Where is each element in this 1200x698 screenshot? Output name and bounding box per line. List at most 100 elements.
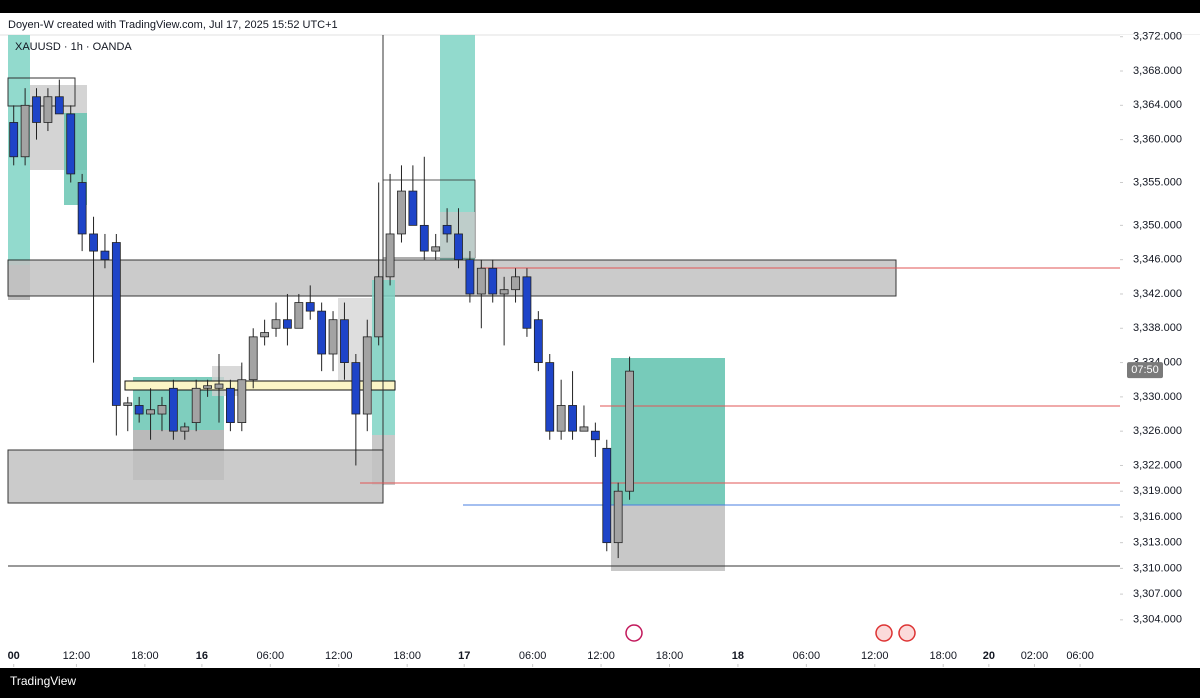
event-icon[interactable]: [875, 624, 893, 642]
x-tick-label: 18:00: [393, 650, 421, 662]
zone: [8, 35, 30, 265]
candle-body: [340, 319, 349, 363]
stop-zone: [611, 505, 725, 571]
x-tick-label: 17: [458, 650, 470, 662]
zone-box: [7, 77, 76, 107]
candle-body: [111, 242, 121, 406]
x-tick-label: 12:00: [587, 650, 615, 662]
candle-body: [32, 96, 41, 123]
candle-body: [54, 96, 64, 115]
canvas: [0, 13, 1200, 668]
candle-body: [180, 426, 190, 432]
y-tick-label: 3,330.000: [1133, 391, 1182, 403]
zone-box: [7, 259, 897, 297]
x-tick-label: 18:00: [131, 650, 159, 662]
y-tick-label: 3,307.000: [1133, 588, 1182, 600]
y-tick-label: 3,364.000: [1133, 99, 1182, 111]
zone-box: [124, 380, 396, 391]
price-tag: [1127, 362, 1163, 379]
y-tick-label: 3,322.000: [1133, 459, 1182, 471]
candle-body: [203, 385, 212, 389]
candle-body: [374, 276, 384, 338]
candle-body: [590, 430, 600, 441]
candle-body: [522, 276, 532, 329]
candle-body: [397, 190, 406, 235]
candle-body: [271, 319, 281, 329]
candle-body: [294, 302, 304, 329]
candle-body: [89, 233, 98, 252]
x-tick-label: 12:00: [325, 650, 353, 662]
price-axis: [1120, 35, 1200, 668]
candle-body: [146, 409, 155, 415]
candle-body: [157, 405, 167, 415]
candle-body: [77, 182, 87, 235]
candle-body: [408, 190, 418, 226]
y-tick-label: 3,313.000: [1133, 537, 1182, 549]
candle-body: [100, 250, 110, 261]
candle-body: [511, 276, 520, 291]
candle-body: [214, 383, 224, 389]
y-tick-label: 3,310.000: [1133, 562, 1182, 574]
y-tick-label: 3,304.000: [1133, 614, 1182, 626]
y-tick-label: 3,319.000: [1133, 485, 1182, 497]
brand: TradingView: [10, 674, 76, 688]
candle-body: [305, 302, 315, 312]
candle-body: [225, 387, 235, 424]
x-tick-label: 12:00: [63, 650, 91, 662]
y-tick-label: 3,326.000: [1133, 425, 1182, 437]
candle-body: [283, 319, 292, 329]
candle-body: [191, 387, 201, 424]
y-tick-label: 3,350.000: [1133, 219, 1182, 231]
y-tick-label: 3,342.000: [1133, 288, 1182, 300]
candle-body: [568, 405, 577, 432]
candle-body: [134, 405, 144, 415]
y-tick-label: 3,338.000: [1133, 322, 1182, 334]
candle-body: [20, 104, 30, 158]
candle-body: [488, 267, 498, 295]
y-tick-label: 3,372.000: [1133, 31, 1182, 43]
x-tick-label: 18: [732, 650, 744, 662]
y-tick-label: 3,316.000: [1133, 511, 1182, 523]
candle-body: [43, 96, 53, 123]
x-tick-label: 18:00: [929, 650, 957, 662]
candle-body: [260, 332, 270, 338]
candle-body: [123, 402, 133, 406]
candles: [9, 79, 634, 559]
x-tick-label: 06:00: [793, 650, 821, 662]
event-icon[interactable]: [625, 624, 643, 642]
candle-body: [499, 289, 509, 295]
y-tick-label: 3,368.000: [1133, 65, 1182, 77]
candle-body: [625, 370, 634, 492]
y-tick-label: 3,346.000: [1133, 254, 1182, 266]
caption: Doyen-W created with TradingView.com, Ju…: [8, 19, 338, 31]
x-tick-label: 18:00: [656, 650, 684, 662]
x-tick-label: 00: [8, 650, 20, 662]
candle-body: [579, 426, 589, 432]
candle-body: [248, 336, 258, 381]
event-icon[interactable]: [898, 624, 916, 642]
x-tick-label: 06:00: [1066, 650, 1094, 662]
candle-body: [602, 447, 612, 544]
candle-body: [476, 267, 486, 295]
y-tick-label: 3,355.000: [1133, 176, 1182, 188]
candle-body: [328, 319, 338, 355]
candle-body: [442, 224, 452, 235]
candle-body: [454, 233, 463, 261]
candle-body: [419, 224, 429, 252]
zone-box: [7, 449, 384, 504]
candle-body: [431, 246, 441, 252]
y-tick-label: 3,360.000: [1133, 134, 1182, 146]
candle-body: [237, 379, 247, 424]
drawings: [7, 35, 1120, 642]
x-tick-label: 16: [196, 650, 208, 662]
symbol-title: XAUUSD · 1h · OANDA: [15, 41, 132, 53]
candle-body: [66, 113, 76, 175]
candle-body: [317, 310, 327, 355]
x-tick-label: 06:00: [519, 650, 547, 662]
x-tick-label: 20: [983, 650, 995, 662]
candle-body: [613, 490, 623, 544]
candle-body: [351, 362, 361, 415]
candle-body: [545, 362, 555, 432]
